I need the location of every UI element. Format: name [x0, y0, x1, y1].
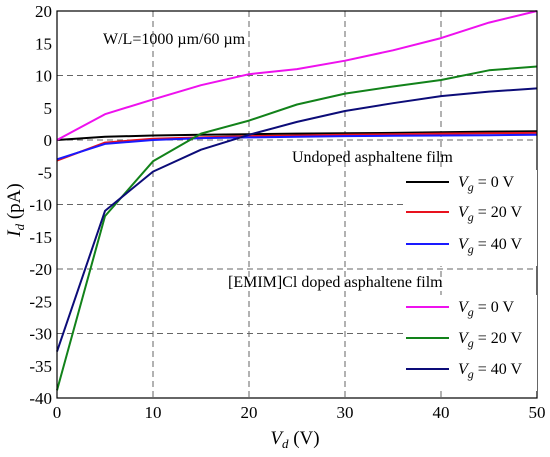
dimension-annotation: W/L=1000 µm/60 µm [103, 31, 246, 48]
legend-var: V [458, 361, 470, 378]
legend-var: V [458, 174, 470, 191]
legend-var: V [458, 236, 470, 253]
y-axis-var: I [4, 229, 25, 238]
legend-sub: g [468, 180, 474, 194]
series-line-2 [56, 133, 538, 161]
series-layer [56, 10, 538, 391]
x-tick-label: 0 [53, 403, 62, 422]
legend-sub: g [468, 367, 474, 381]
x-tick-label: 10 [145, 403, 162, 422]
legend-entry-label: Vg = 20 V [458, 330, 523, 350]
y-tick-label: 20 [35, 2, 52, 21]
legend-var: V [458, 330, 470, 347]
legend-rest: = 0 V [474, 174, 515, 191]
legend-rest: = 0 V [474, 299, 515, 316]
y-tick-label: 15 [35, 34, 52, 53]
legend-sub: g [468, 210, 474, 224]
x-tick-label: 20 [241, 403, 258, 422]
legend-rest: = 20 V [474, 204, 523, 221]
legend-background [403, 295, 537, 391]
y-tick-label: -25 [29, 292, 52, 311]
legend-var: V [458, 204, 470, 221]
x-tick-label: 30 [337, 403, 354, 422]
y-tick-label: -35 [29, 357, 52, 376]
y-tick-label: -10 [29, 196, 52, 215]
legend-entry-label: Vg = 20 V [458, 204, 523, 224]
legend-rest: = 40 V [474, 361, 523, 378]
y-tick-label: -40 [29, 389, 52, 408]
x-axis-var: V [270, 428, 284, 449]
tick-labels: 0 10 20 30 40 5020151050-5-10-15-20-25-30-35-… [29, 2, 545, 422]
series-line-3 [56, 10, 538, 141]
x-axis-title: Vd (V) [270, 428, 319, 451]
y-axis-sub: d [12, 223, 27, 230]
legend-group-title: [EMIM]Cl doped asphaltene film [228, 274, 443, 291]
y-axis-title: Id (pA) [4, 183, 27, 237]
y-tick-label: -5 [38, 163, 52, 182]
legend-sub: g [468, 242, 474, 256]
legend-rest: = 40 V [474, 236, 523, 253]
series-line-5 [56, 87, 538, 352]
x-axis-sub: d [282, 436, 289, 451]
legend-entry-label: Vg = 0 V [458, 299, 515, 319]
legend-sub: g [468, 305, 474, 319]
legend: Undoped asphaltene film [EMIM]Cl doped as… [228, 149, 537, 391]
series-line-0 [56, 130, 538, 141]
legend-group-title: Undoped asphaltene film [292, 149, 453, 166]
x-axis-unit: (V) [288, 428, 319, 449]
legend-entry-label: Vg = 40 V [458, 361, 523, 381]
y-tick-label: 5 [44, 99, 53, 118]
series-line-4 [56, 65, 538, 391]
legend-sub: g [468, 336, 474, 350]
y-tick-label: 0 [44, 131, 53, 150]
y-tick-label: -15 [29, 228, 52, 247]
legend-entry-label: Vg = 40 V [458, 236, 523, 256]
legend-background [403, 170, 537, 266]
x-tick-label: 50 [529, 403, 546, 422]
y-tick-label: -30 [29, 325, 52, 344]
legend-entry-label: Vg = 0 V [458, 174, 515, 194]
y-tick-label: -20 [29, 260, 52, 279]
series-line-1 [56, 131, 538, 162]
x-tick-label: 40 [433, 403, 450, 422]
legend-rest: = 20 V [474, 330, 523, 347]
y-tick-label: 10 [35, 67, 52, 86]
y-axis-unit: (pA) [4, 183, 25, 224]
legend-var: V [458, 299, 470, 316]
